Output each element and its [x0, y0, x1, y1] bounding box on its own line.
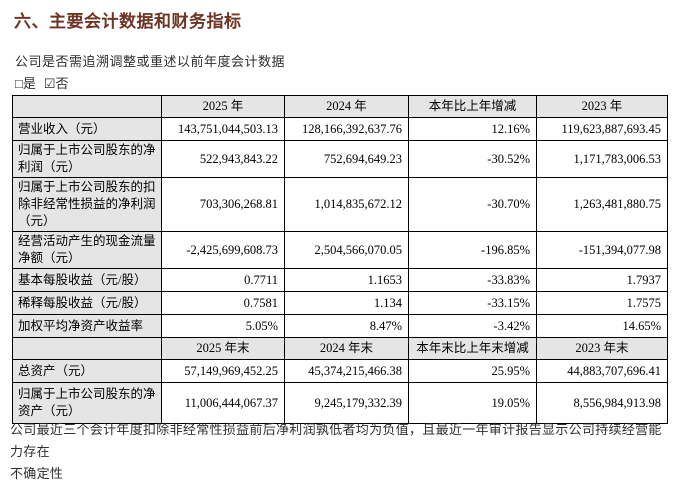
row-label: 营业收入（元）: [12, 117, 162, 141]
cell-value: -30.52%: [408, 140, 537, 178]
page-title: 六、主要会计数据和财务指标: [14, 12, 242, 31]
cell-value: 8,556,984,913.98: [536, 382, 668, 424]
row-label: 归属于上市公司股东的扣除非经常性损益的净利润（元）: [12, 177, 162, 232]
cell-value: -33.15%: [408, 291, 537, 315]
col-header-2025-end: 2025 年末: [161, 337, 285, 360]
cell-value: 9,245,179,332.39: [284, 382, 409, 424]
cell-value: 57,149,969,452.25: [161, 359, 285, 383]
checkbox-yes: □是: [15, 76, 36, 91]
row-label: 总资产（元）: [12, 359, 162, 383]
going-concern-footnote: 公司最近三个会计年度扣除非经常性损益前后净利润孰低者均为负值，且最近一年审计报告…: [10, 419, 666, 485]
table-row-total-assets: 总资产（元） 57,149,969,452.25 45,374,215,466.…: [12, 359, 668, 383]
checkbox-no: ☑否: [44, 76, 69, 91]
cell-value: 11,006,444,067.37: [161, 382, 285, 424]
cell-value: -33.83%: [408, 268, 537, 292]
col-header-2024: 2024 年: [284, 95, 409, 118]
cell-value: 0.7581: [161, 291, 285, 315]
cell-value: 1,171,783,006.53: [536, 140, 668, 178]
table-row-revenue: 营业收入（元） 143,751,044,503.13 128,166,392,6…: [12, 117, 668, 141]
row-label: 归属于上市公司股东的净资产（元）: [12, 382, 162, 424]
cell-value: 44,883,707,696.41: [536, 359, 668, 383]
col-header-2023-end: 2023 年末: [536, 337, 668, 360]
corner-cell: [12, 95, 162, 118]
corner-cell: [12, 337, 162, 360]
cell-value: 5.05%: [161, 314, 285, 338]
table-row-net-assets: 归属于上市公司股东的净资产（元） 11,006,444,067.37 9,245…: [12, 382, 668, 424]
cell-value: 128,166,392,637.76: [284, 117, 409, 141]
footnote-line-1: 公司最近三个会计年度扣除非经常性损益前后净利润孰低者均为负值，且最近一年审计报告…: [10, 422, 662, 459]
checkbox-no-label: 否: [55, 76, 69, 91]
restatement-answer: □是 ☑否: [15, 73, 77, 92]
cell-value: 1,263,481,880.75: [536, 177, 668, 232]
cell-value: 703,306,268.81: [161, 177, 285, 232]
cell-value: -3.42%: [408, 314, 537, 338]
cell-value: 1.134: [284, 291, 409, 315]
cell-value: -30.70%: [408, 177, 537, 232]
table-row-net-profit-excl-nonrecurring: 归属于上市公司股东的扣除非经常性损益的净利润（元） 703,306,268.81…: [12, 177, 668, 232]
row-label: 经营活动产生的现金流量净额（元）: [12, 231, 162, 269]
table-row-weighted-avg-roe: 加权平均净资产收益率 5.05% 8.47% -3.42% 14.65%: [12, 314, 668, 338]
table-row-basic-eps: 基本每股收益（元/股） 0.7711 1.1653 -33.83% 1.7937: [12, 268, 668, 292]
col-header-2023: 2023 年: [536, 95, 668, 118]
cell-value: 119,623,887,693.45: [536, 117, 668, 141]
period-end-header-row: 2025 年末 2024 年末 本年末比上年末增减 2023 年末: [12, 337, 668, 360]
footnote-line-2: 不确定性: [10, 466, 64, 481]
cell-value: -151,394,077.98: [536, 231, 668, 269]
cell-value: 0.7711: [161, 268, 285, 292]
cell-value: 1.1653: [284, 268, 409, 292]
row-label: 加权平均净资产收益率: [12, 314, 162, 338]
cell-value: 1.7575: [536, 291, 668, 315]
cell-value: 14.65%: [536, 314, 668, 338]
table-row-net-profit: 归属于上市公司股东的净利润（元） 522,943,843.22 752,694,…: [12, 140, 668, 178]
checkbox-checked-icon: ☑: [43, 76, 56, 91]
cell-value: 12.16%: [408, 117, 537, 141]
cell-value: -196.85%: [408, 231, 537, 269]
cell-value: 522,943,843.22: [161, 140, 285, 178]
table-row-operating-cash-flow: 经营活动产生的现金流量净额（元） -2,425,699,608.73 2,504…: [12, 231, 668, 269]
row-label: 归属于上市公司股东的净利润（元）: [12, 140, 162, 178]
table-row-diluted-eps: 稀释每股收益（元/股） 0.7581 1.134 -33.15% 1.7575: [12, 291, 668, 315]
cell-value: 8.47%: [284, 314, 409, 338]
cell-value: 2,504,566,070.05: [284, 231, 409, 269]
financial-indicators-table: 2025 年 2024 年 本年比上年增减 2023 年 营业收入（元） 143…: [12, 95, 668, 424]
col-header-yoy-change: 本年比上年增减: [408, 95, 537, 118]
cell-value: -2,425,699,608.73: [161, 231, 285, 269]
checkbox-unchecked-icon: □: [15, 76, 23, 91]
cell-value: 1.7937: [536, 268, 668, 292]
cell-value: 752,694,649.23: [284, 140, 409, 178]
checkbox-yes-label: 是: [22, 76, 36, 91]
row-label: 稀释每股收益（元/股）: [12, 291, 162, 315]
restatement-question: 公司是否需追溯调整或重述以前年度会计数据: [15, 54, 286, 69]
row-label: 基本每股收益（元/股）: [12, 268, 162, 292]
annual-header-row: 2025 年 2024 年 本年比上年增减 2023 年: [12, 95, 668, 118]
col-header-2024-end: 2024 年末: [284, 337, 409, 360]
cell-value: 143,751,044,503.13: [161, 117, 285, 141]
col-header-end-change: 本年末比上年末增减: [408, 337, 537, 360]
cell-value: 1,014,835,672.12: [284, 177, 409, 232]
cell-value: 19.05%: [408, 382, 537, 424]
cell-value: 45,374,215,466.38: [284, 359, 409, 383]
cell-value: 25.95%: [408, 359, 537, 383]
col-header-2025: 2025 年: [161, 95, 285, 118]
